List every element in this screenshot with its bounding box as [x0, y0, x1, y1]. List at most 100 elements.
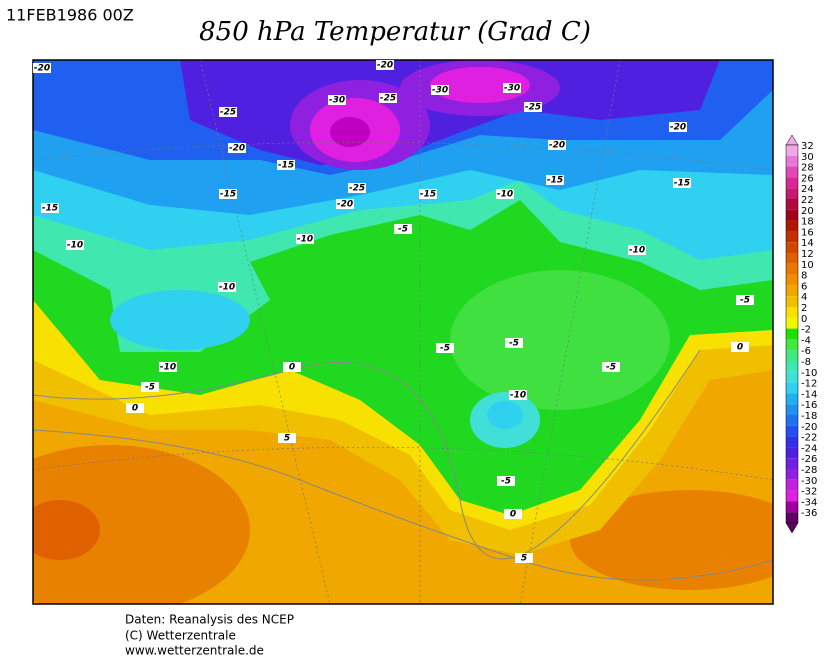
colorbar-label: -22 [801, 433, 817, 444]
contour-label: 5 [521, 554, 527, 564]
contour-label-bg [41, 203, 59, 213]
colorbar-swatch [786, 436, 798, 448]
contour-label: -15 [547, 176, 563, 186]
contour-label-bg [141, 382, 159, 392]
colorbar-top-cap [785, 134, 799, 146]
contour-label: -5 [440, 344, 450, 354]
contour-label-bg [669, 122, 687, 132]
colorbar-swatch [786, 155, 798, 167]
contour-label: 0 [132, 404, 138, 414]
colorbar-swatch [786, 447, 798, 459]
colorbar-swatch [786, 425, 798, 437]
colorbar-label: 8 [801, 271, 807, 282]
colorbar-swatch [786, 199, 798, 210]
contour-label-bg [219, 107, 237, 117]
colorbar-swatch [786, 350, 798, 361]
colorbar-swatch [786, 328, 798, 340]
colorbar-swatch [786, 404, 798, 415]
contour-label-bg [496, 189, 514, 199]
colorbar-swatch [786, 307, 798, 318]
colorbar-label: -32 [801, 487, 817, 498]
colorbar-swatch [786, 479, 798, 491]
colorbar-label: 18 [801, 217, 814, 228]
colorbar-swatch [786, 512, 798, 523]
colorbar-label: 20 [801, 206, 814, 217]
colorbar-swatch [786, 242, 798, 253]
contour-label-bg [379, 93, 397, 103]
contour-label-bg [66, 240, 84, 250]
colorbar-swatch [786, 296, 798, 307]
contour-label-bg [673, 178, 691, 188]
contour-label: 0 [289, 363, 295, 373]
contour-labels: -20 -20 -25 -30 -25 -30 -30 -25 -20 -20 -20 -15 -25 -… [33, 60, 754, 564]
colorbar-label: -28 [801, 465, 817, 476]
colorbar-frame [785, 144, 799, 524]
contour-label: -10 [510, 391, 526, 401]
colorbar-label: -20 [801, 422, 817, 433]
colorbar-label: -16 [801, 400, 817, 411]
contour-label: -20 [549, 141, 565, 151]
colorbar-swatch [786, 458, 798, 469]
date-label: 11FEB1986 00Z [6, 6, 134, 25]
colorbar-label: 4 [801, 292, 807, 303]
colorbar-swatch [786, 220, 798, 232]
contour-label: -5 [509, 339, 519, 349]
contour-label: -5 [501, 477, 511, 487]
colorbar-swatch [786, 317, 798, 329]
contour-label: 5 [284, 434, 290, 444]
contour-label: -25 [380, 94, 396, 104]
colorbar-label: 24 [801, 184, 814, 195]
colorbar-label: -26 [801, 454, 817, 465]
colorbar-swatch [786, 263, 798, 275]
colorbar-label: 30 [801, 152, 814, 163]
colorbar-swatch [786, 393, 798, 405]
contour-label-bg [328, 95, 346, 105]
contour-label-bg [731, 342, 749, 352]
colorbar-swatch [786, 231, 798, 243]
colorbar-swatch [786, 177, 798, 189]
contour-label-bg [277, 160, 295, 170]
colorbar-swatch [786, 371, 798, 383]
colorbar-label: -12 [801, 379, 817, 390]
colorbar-swatch [786, 490, 798, 502]
contour-label: -15 [278, 161, 294, 171]
contour-label: -25 [220, 108, 236, 118]
contour-label-bg [296, 234, 314, 244]
footer-line: www.wetterzentrale.de [125, 644, 264, 656]
contour-label-bg [503, 83, 521, 93]
footer-line: Daten: Reanalysis des NCEP [125, 613, 294, 627]
map-title: 850 hPa Temperatur (Grad C) [199, 17, 591, 47]
colorbar-label: -36 [801, 508, 817, 519]
contour-label: -10 [629, 246, 645, 256]
colorbar-swatch [786, 501, 798, 513]
contour-label-bg [348, 183, 366, 193]
contour-label: -5 [398, 225, 408, 235]
contour-label-bg [548, 140, 566, 150]
colorbar-label: -4 [801, 335, 811, 346]
map-frame [32, 59, 774, 605]
temperature-field [33, 60, 773, 604]
colorbar-label: -8 [801, 357, 811, 368]
contour-label-bg [509, 390, 527, 400]
colorbar-label: 22 [801, 195, 814, 206]
colorbar-label: -24 [801, 443, 817, 454]
contour-label-bg [546, 175, 564, 185]
contour-label-bg [419, 189, 437, 199]
contour-label: -10 [497, 190, 513, 200]
colorbar-label: 26 [801, 173, 814, 184]
contour-label-bg [228, 143, 246, 153]
colorbar-label: -6 [801, 346, 811, 357]
contour-label-bg [394, 224, 412, 234]
contour-label: 0 [510, 510, 516, 520]
contour-label: -15 [42, 204, 58, 214]
footer-line: (C) Wetterzentrale [125, 629, 236, 643]
colorbar-swatch [786, 274, 798, 286]
contour-label: -25 [525, 103, 541, 113]
contour-label: -30 [504, 84, 520, 94]
contour-label: -5 [606, 363, 616, 373]
colorbar-swatch [786, 415, 798, 426]
colorbar: 32302826242220181614121086420-2-4-6-8-10… [785, 134, 817, 534]
colorbar-swatch [786, 382, 798, 394]
colorbar-swatch [786, 361, 798, 372]
